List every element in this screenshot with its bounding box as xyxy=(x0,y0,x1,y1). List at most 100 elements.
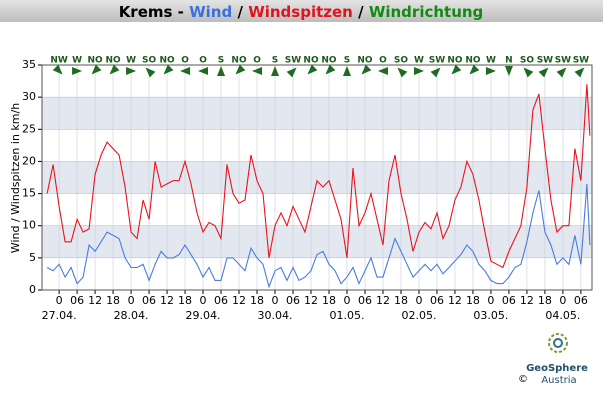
wind-direction-arrow xyxy=(91,64,102,75)
date-label: 01.05. xyxy=(329,309,364,322)
date-label: 27.04. xyxy=(42,309,77,322)
wind-direction-label: N xyxy=(505,56,513,66)
wind-direction-label: NO xyxy=(231,56,247,66)
title-part: Krems - xyxy=(119,3,184,21)
logo-name: GeoSphere xyxy=(526,363,588,374)
wind-direction-label: W xyxy=(72,56,82,66)
wind-direction-label: W xyxy=(126,56,136,66)
logo: GeoSphere Austria © xyxy=(518,333,588,386)
x-tick-label: 18 xyxy=(106,294,120,307)
wind-direction-label: NO xyxy=(303,56,319,66)
wind-direction-arrow xyxy=(286,67,297,78)
grid-band xyxy=(42,225,592,258)
x-tick-label: 0 xyxy=(56,294,63,307)
x-tick-label: 18 xyxy=(178,294,192,307)
x-tick-label: 12 xyxy=(376,294,390,307)
x-tick-label: 06 xyxy=(502,294,516,307)
wind-direction-label: S xyxy=(272,56,278,66)
x-tick-label: 06 xyxy=(358,294,372,307)
wind-direction-arrow xyxy=(451,64,462,75)
plot-frame xyxy=(41,64,593,291)
wind-direction-label: SW xyxy=(573,56,589,66)
date-label: 04.05. xyxy=(545,309,580,322)
wind-direction-label: NW xyxy=(50,56,68,66)
wind-direction-arrow xyxy=(217,66,226,76)
wind-direction-arrow xyxy=(325,64,336,75)
x-tick-label: 06 xyxy=(286,294,300,307)
logo-icon xyxy=(553,338,563,348)
wind-direction-arrow xyxy=(198,67,209,75)
grid-band xyxy=(42,161,592,194)
wind-direction-arrow xyxy=(523,67,534,78)
y-tick-label: 20 xyxy=(22,154,36,167)
title-part: Wind xyxy=(189,3,232,21)
wind-direction-arrow xyxy=(413,67,424,75)
wind-direction-label: SW xyxy=(537,56,553,66)
y-tick-label: 5 xyxy=(29,251,36,264)
wind-direction-arrow xyxy=(72,67,83,75)
x-tick-label: 0 xyxy=(487,294,494,307)
date-label: 02.05. xyxy=(401,309,436,322)
wind-direction-label: O xyxy=(199,56,207,66)
wind-direction-label: SW xyxy=(429,56,445,66)
x-tick-label: 0 xyxy=(128,294,135,307)
wind-direction-arrow xyxy=(377,67,388,75)
x-tick-label: 0 xyxy=(415,294,422,307)
title-part: Windrichtung xyxy=(369,3,483,21)
y-axis-label: Wind / Windspitzen in km/h xyxy=(9,103,22,253)
wind-direction-arrow xyxy=(469,64,480,75)
wind-direction-arrow xyxy=(180,67,191,75)
title-part: / xyxy=(358,3,364,21)
wind-direction-label: W xyxy=(414,56,424,66)
date-label: 03.05. xyxy=(473,309,508,322)
x-tick-label: 18 xyxy=(322,294,336,307)
wind-direction-label: O xyxy=(253,56,261,66)
title-part: Windspitzen xyxy=(248,3,353,21)
logo-icon xyxy=(548,333,568,353)
y-tick-label: 35 xyxy=(22,58,36,71)
wind-direction-arrow xyxy=(342,66,351,76)
wind-direction-label: O xyxy=(181,56,189,66)
x-tick-label: 12 xyxy=(88,294,102,307)
series-line xyxy=(46,183,591,289)
wind-direction-label: SO xyxy=(520,56,534,66)
x-tick-label: 0 xyxy=(343,294,350,307)
title-bar xyxy=(0,0,603,22)
copyright: © xyxy=(518,374,528,385)
chart-title: Krems - Wind / Windspitzen / Windrichtun… xyxy=(119,3,484,21)
y-tick-label: 0 xyxy=(29,283,36,296)
x-tick-label: 12 xyxy=(448,294,462,307)
wind-direction-label: SW xyxy=(285,56,301,66)
wind-direction-label: SO xyxy=(142,56,156,66)
x-tick-label: 06 xyxy=(70,294,84,307)
wind-direction-label: NO xyxy=(159,56,175,66)
x-tick-label: 18 xyxy=(250,294,264,307)
wind-direction-arrow xyxy=(235,64,246,75)
wind-direction-arrow xyxy=(145,67,156,78)
wind-direction-arrow xyxy=(504,66,513,76)
wind-direction-arrow xyxy=(485,67,496,75)
wind-direction-arrow xyxy=(574,67,585,78)
wind-direction-label: SW xyxy=(555,56,571,66)
x-tick-label: 06 xyxy=(142,294,156,307)
y-tick-label: 10 xyxy=(22,219,36,232)
date-label: 29.04. xyxy=(186,309,221,322)
y-tick-label: 30 xyxy=(22,90,36,103)
wind-direction-arrow xyxy=(361,64,372,75)
wind-direction-arrow xyxy=(163,64,174,75)
wind-direction-arrow xyxy=(126,67,137,75)
wind-direction-label: S xyxy=(218,56,224,66)
x-tick-label: 12 xyxy=(232,294,246,307)
x-tick-label: 0 xyxy=(200,294,207,307)
logo-sub: Austria xyxy=(541,375,576,386)
x-tick-label: 12 xyxy=(304,294,318,307)
x-tick-label: 12 xyxy=(520,294,534,307)
wind-direction-arrow xyxy=(271,66,280,76)
x-tick-label: 06 xyxy=(214,294,228,307)
wind-direction-label: NO xyxy=(87,56,103,66)
wind-direction-label: O xyxy=(379,56,387,66)
date-label: 30.04. xyxy=(258,309,293,322)
series-line xyxy=(46,84,591,269)
x-tick-label: 06 xyxy=(430,294,444,307)
